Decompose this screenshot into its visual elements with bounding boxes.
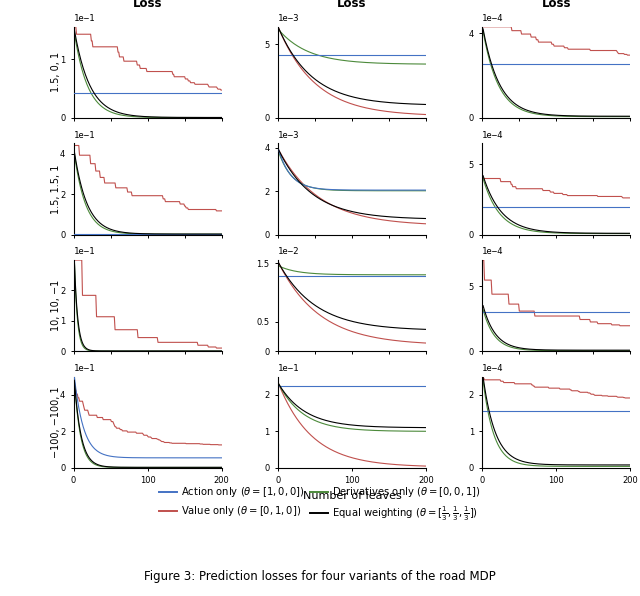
Y-axis label: 1.5, 0, 1: 1.5, 0, 1 (51, 52, 61, 92)
Text: 1e−1: 1e−1 (74, 14, 95, 23)
Text: 1e−1: 1e−1 (74, 131, 95, 140)
Text: Figure 3: Prediction losses for four variants of the road MDP: Figure 3: Prediction losses for four var… (144, 570, 496, 583)
Text: 1e−4: 1e−4 (483, 364, 504, 373)
Text: 1e−1: 1e−1 (278, 364, 300, 373)
Text: 1e−1: 1e−1 (74, 247, 95, 256)
Text: 1e−4: 1e−4 (483, 14, 504, 23)
Text: 1e−4: 1e−4 (483, 131, 504, 140)
Text: 1e−1: 1e−1 (74, 364, 95, 373)
Title: Derivative
Loss: Derivative Loss (522, 0, 591, 10)
X-axis label: Number of leaves: Number of leaves (303, 491, 401, 501)
Y-axis label: 1.5, 1.5, 1: 1.5, 1.5, 1 (51, 164, 61, 214)
Legend: Action only ($\theta = [1,0,0]$), Value only ($\theta = [0,1,0]$), Derivatives o: Action only ($\theta = [1,0,0]$), Value … (155, 482, 485, 527)
Text: 1e−3: 1e−3 (278, 131, 300, 140)
Y-axis label: −100, −100, 1: −100, −100, 1 (51, 386, 61, 458)
Text: 1e−4: 1e−4 (483, 247, 504, 256)
Text: 1e−2: 1e−2 (278, 247, 300, 256)
Title: Value
Loss: Value Loss (333, 0, 371, 10)
Title: Action
Loss: Action Loss (127, 0, 169, 10)
Text: 1e−3: 1e−3 (278, 14, 300, 23)
Y-axis label: 10, 10, −1: 10, 10, −1 (51, 280, 61, 331)
